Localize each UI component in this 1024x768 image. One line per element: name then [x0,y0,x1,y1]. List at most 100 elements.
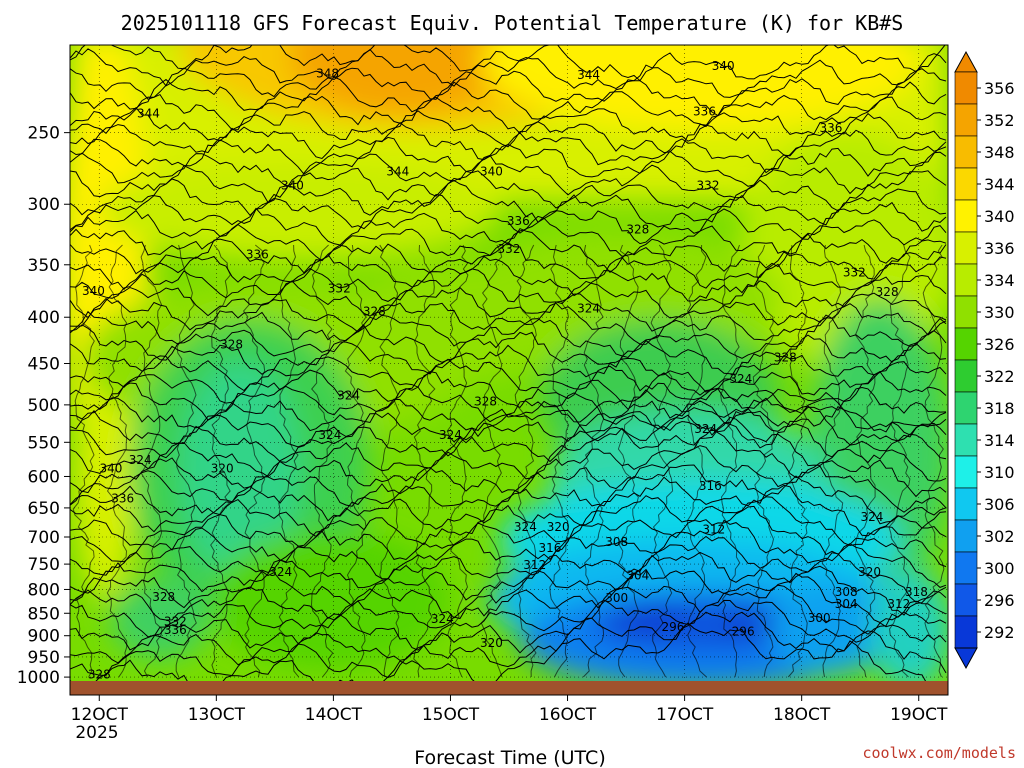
contour-line [549,244,570,678]
colorbar-swatch [954,551,978,585]
colorbar-swatch [954,359,978,393]
x-axis: 12OCT 13OCT 14OCT 15OCT 16OCT 17OCT 18OCT 19OCT [71,695,948,725]
contour-label: 328 [774,350,797,364]
x-tick-label: 19OCT [890,705,948,725]
colorbar-label: 336 [984,239,1015,258]
contour-label: 340 [82,284,105,298]
contour-label: 324 [269,565,292,579]
contour-label: 328 [363,304,386,318]
contour-line [70,194,947,245]
y-tick-label: 950 [28,648,60,668]
y-tick-label: 700 [28,528,60,548]
contour-label: 336 [246,248,269,262]
x-tick-label: 16OCT [539,705,597,725]
x-tick-label: 15OCT [422,705,480,725]
contour-line [922,244,945,678]
contour-line [70,93,947,142]
contour-label: 316 [539,541,562,555]
contour-label: 320 [211,462,234,476]
colorbar-label: 292 [984,623,1015,642]
contour-line [70,324,947,375]
contour-label: 324 [694,422,717,436]
colorbar-swatch [954,199,978,233]
y-tick-label: 550 [28,433,60,453]
contour-label: 340 [480,164,503,178]
y-tick-label: 500 [28,396,60,416]
x-tick-label: 18OCT [773,705,831,725]
contour-label: 312 [887,597,910,611]
y-tick-label: 250 [28,124,60,144]
contour-line [514,244,537,678]
contour-label: 328 [88,667,111,681]
contour-line [70,253,947,302]
contour-label: 328 [626,223,649,237]
contour-line [70,45,946,82]
colorbar-swatch [954,71,978,105]
colorbar-swatch [954,391,978,425]
contour-line [70,568,947,638]
colorbar-swatch [954,615,978,649]
colorbar-top-arrow [954,50,978,73]
contour-line [582,244,605,678]
colorbar-swatch [954,167,978,201]
x-tick-label: 14OCT [305,705,363,725]
contour-label: 324 [514,520,537,534]
contour-line [310,244,334,678]
colorbar-label: 296 [984,591,1015,610]
y-tick-label: 1000 [17,668,60,688]
colorbar-swatch [954,423,978,457]
contour-line [617,244,640,678]
contour-label: 328 [152,590,175,604]
x-tick-label: 13OCT [188,705,246,725]
contour-line [70,464,947,538]
contour-line [72,244,95,678]
contour-line [70,165,947,212]
contour-line [70,67,947,117]
contour-line [821,244,844,678]
contour-label: 312 [523,558,546,572]
contour-label: 324 [129,453,152,467]
contour-line [70,389,947,463]
x-axis-label: Forecast Time (UTC) [414,747,605,768]
contour-label: 324 [860,510,883,524]
contour-label: 332 [843,266,866,280]
colorbar-swatch [954,455,978,489]
contour-line [70,178,947,228]
contour-label: 300 [808,611,831,625]
contour-label: 312 [702,523,725,537]
contour-line [175,244,197,678]
contour-label: 318 [905,585,928,599]
y-axis: 250 300 350 400 450 500 550 600 650 700 750 800 850 9… [17,124,70,688]
contour-label: 324 [431,612,454,626]
contour-line [70,369,947,419]
contour-label: 324 [439,428,462,442]
colorbar-swatch [954,135,978,169]
colorbar-bottom-arrow [954,647,978,670]
contour-label: 320 [480,636,503,650]
colorbar-label: 334 [984,271,1015,290]
y-tick-label: 450 [28,354,60,374]
y-tick-label: 400 [28,308,60,328]
colorbar-swatch [954,103,978,137]
colorbar-label: 356 [984,79,1015,98]
colorbar-label: 326 [984,335,1015,354]
colorbar-label: 302 [984,527,1015,546]
x-tick-label: 12OCT [71,705,129,725]
contour-line [70,355,947,401]
contour-label: 316 [699,479,722,493]
contour-lines [70,45,947,695]
contour-line [70,416,947,493]
plot-frame [69,44,949,696]
colorbar-label: 306 [984,495,1015,514]
contour-label: 308 [835,585,858,599]
contour-label: 348 [316,66,339,80]
credit-link[interactable]: coolwx.com/models [862,744,1016,762]
contour-label: 320 [547,520,570,534]
contour-label: 344 [577,68,600,82]
contour-label: 336 [693,105,716,119]
colorbar-swatch [954,231,978,265]
contour-label: 296 [661,620,684,634]
y-tick-label: 300 [28,195,60,215]
contour-line [650,244,674,678]
contour-line [70,551,947,621]
